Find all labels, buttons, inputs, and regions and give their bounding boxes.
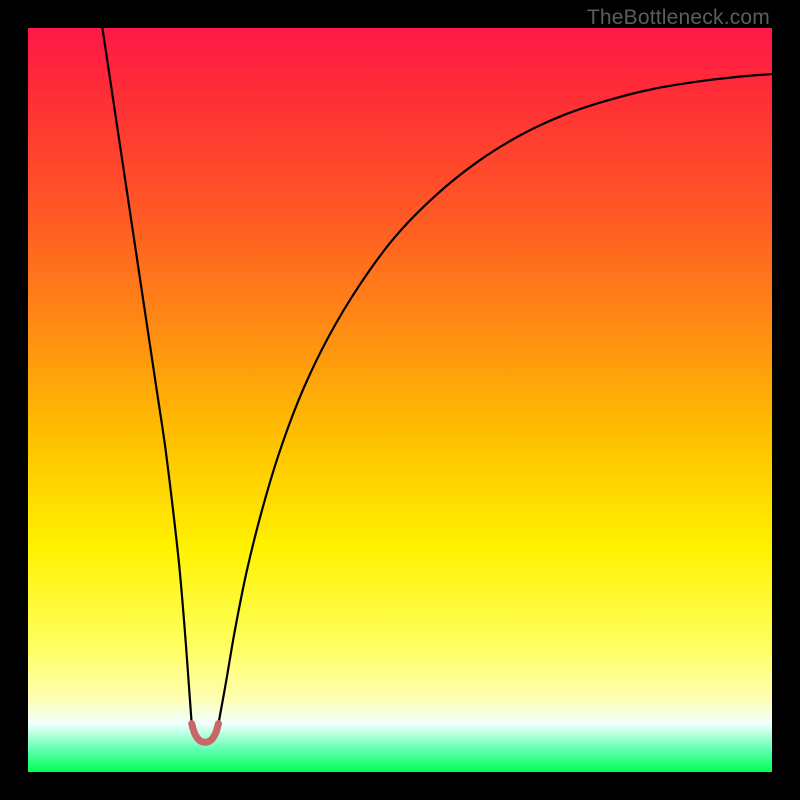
watermark-text: TheBottleneck.com [587,6,770,30]
gradient-background [28,28,772,772]
plot-area [28,28,772,772]
chart-container: TheBottleneck.com [0,0,800,800]
bottleneck-chart [28,28,772,772]
